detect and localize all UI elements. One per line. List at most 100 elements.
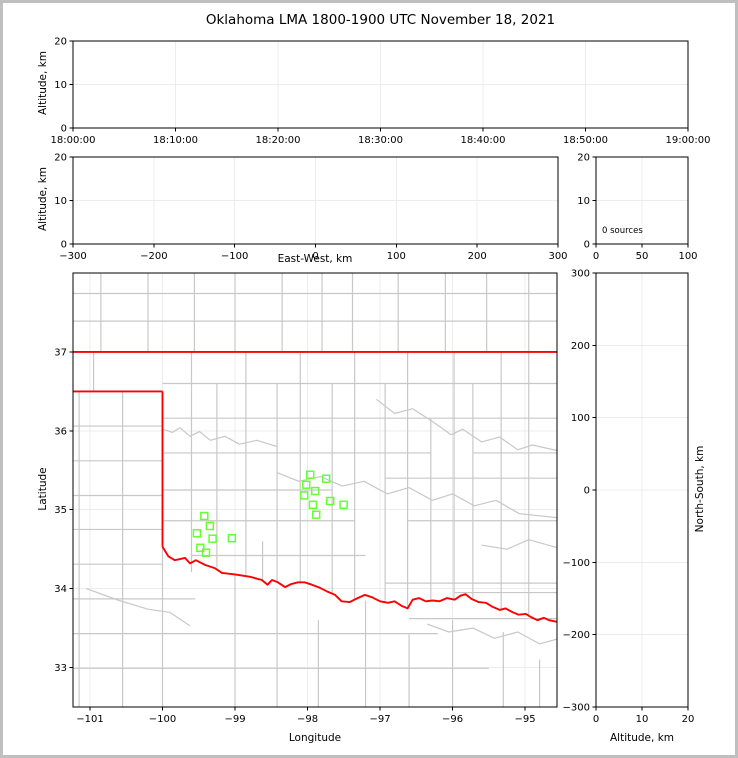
gridlines-ew_height bbox=[73, 157, 558, 244]
lma-source-marker bbox=[200, 511, 209, 521]
county-river-line bbox=[276, 472, 557, 519]
tick-label: 20 bbox=[54, 153, 67, 164]
tick-label: 100 bbox=[678, 251, 697, 262]
tick-label: 37 bbox=[54, 347, 67, 358]
tick-marks-histogram bbox=[592, 156, 689, 248]
tick-label: 200 bbox=[571, 341, 590, 352]
ew-panel-ylabel: Altitude, km bbox=[37, 167, 49, 232]
lma-source-marker bbox=[321, 474, 331, 483]
county-river-line bbox=[481, 539, 557, 550]
tick-label: 300 bbox=[548, 251, 567, 262]
lma-source-marker bbox=[201, 548, 211, 557]
tick-label: 36 bbox=[54, 426, 67, 437]
tick-label: −300 bbox=[563, 703, 590, 714]
lma-source-marker bbox=[325, 496, 335, 506]
tick-label: 34 bbox=[54, 584, 67, 595]
map-xlabel: Longitude bbox=[288, 732, 342, 744]
lma-source-marker bbox=[308, 500, 318, 510]
lma-source-marker bbox=[311, 510, 321, 519]
tick-label: 20 bbox=[577, 153, 590, 164]
tick-marks-map bbox=[69, 351, 526, 711]
lma-source-marker bbox=[205, 521, 215, 531]
figure-title: Oklahoma LMA 1800-1900 UTC November 18, … bbox=[205, 12, 556, 28]
tick-label: 0 bbox=[61, 240, 67, 251]
tick-label: 18:00:00 bbox=[51, 135, 96, 146]
tick-labels-map: −101 −100 −99 −98 −97 −96 −95 33 34 35 36 37 bbox=[54, 347, 535, 725]
lma-source-marker bbox=[299, 491, 309, 500]
map-ylabel: Latitude bbox=[37, 467, 49, 511]
tick-label: 18:20:00 bbox=[256, 135, 301, 146]
tick-labels-ew_height: −300 −200 −100 0 100 200 300 0 10 20 bbox=[54, 153, 567, 263]
county-river-line bbox=[162, 427, 278, 448]
tick-label: −100 bbox=[149, 714, 176, 725]
map-county-lines bbox=[73, 273, 557, 707]
tick-label: −98 bbox=[297, 714, 318, 725]
county-river-line bbox=[86, 588, 191, 627]
source-count-annotation: 0 sources bbox=[602, 226, 643, 236]
tick-label: 33 bbox=[54, 663, 67, 674]
tick-label: −97 bbox=[369, 714, 390, 725]
tick-label: 100 bbox=[571, 413, 590, 424]
tick-label: 18:10:00 bbox=[153, 135, 198, 146]
tick-label: 0 bbox=[593, 251, 599, 262]
state-border-line bbox=[73, 350, 557, 623]
tick-label: −100 bbox=[563, 558, 590, 569]
tick-label: 10 bbox=[636, 714, 649, 725]
red-river-border bbox=[161, 546, 557, 623]
tick-label: 50 bbox=[636, 251, 649, 262]
map-content bbox=[73, 273, 557, 707]
lma-source-marker bbox=[208, 534, 217, 543]
tick-label: 0 bbox=[312, 251, 318, 262]
tick-label: 18:50:00 bbox=[563, 135, 608, 146]
tick-label: 10 bbox=[577, 196, 590, 207]
tick-labels-time_height: 18:00:00 18:10:00 18:20:00 18:30:00 18:40:00… bbox=[51, 37, 711, 147]
tick-label: 18:40:00 bbox=[461, 135, 506, 146]
lma-source-markers bbox=[192, 470, 348, 557]
tick-labels-ns_height: 0 10 20 −300 −200 −100 0 100 200 300 bbox=[563, 269, 695, 726]
tick-label: 0 bbox=[584, 240, 590, 251]
lma-source-marker bbox=[196, 543, 205, 553]
tick-label: −100 bbox=[221, 251, 248, 262]
tick-label: −95 bbox=[515, 714, 536, 725]
tick-marks-ns_height bbox=[592, 272, 689, 711]
lma-source-marker bbox=[301, 480, 311, 489]
tick-label: 20 bbox=[682, 714, 695, 725]
gridlines-time_height bbox=[73, 41, 688, 128]
tick-label: 10 bbox=[54, 196, 67, 207]
tick-label: −200 bbox=[140, 251, 167, 262]
tick-label: 300 bbox=[571, 269, 590, 280]
tick-label: −300 bbox=[59, 251, 86, 262]
tick-label: 19:00:00 bbox=[666, 135, 711, 146]
panel-frame-map bbox=[72, 272, 558, 708]
county-river-line bbox=[376, 398, 557, 452]
tick-label: 20 bbox=[54, 37, 67, 48]
tick-label: 35 bbox=[54, 505, 67, 516]
lma-source-marker bbox=[305, 470, 315, 479]
lma-source-marker bbox=[310, 486, 320, 496]
lma-source-marker bbox=[227, 534, 237, 543]
tick-label: 18:30:00 bbox=[358, 135, 403, 146]
tick-label: 0 bbox=[584, 486, 590, 497]
lma-source-marker bbox=[339, 500, 348, 510]
tick-label: 200 bbox=[468, 251, 487, 262]
ns-panel-ylabel: North-South, km bbox=[694, 445, 706, 533]
lma-source-marker bbox=[192, 529, 202, 538]
tick-label: −200 bbox=[563, 630, 590, 641]
county-river-line bbox=[426, 623, 557, 645]
tick-labels-histogram: 0 50 100 0 10 20 bbox=[577, 153, 697, 263]
gridlines-histogram bbox=[596, 157, 688, 244]
tick-label: 0 bbox=[61, 124, 67, 135]
tick-marks-ew_height bbox=[69, 156, 559, 248]
tick-label: −99 bbox=[224, 714, 245, 725]
tick-marks-time_height bbox=[69, 40, 689, 132]
tick-label: 10 bbox=[54, 80, 67, 91]
gridlines-ns_height bbox=[596, 273, 688, 707]
ns-panel-xlabel: Altitude, km bbox=[609, 732, 674, 744]
ew-panel-xlabel: East-West, km bbox=[277, 253, 353, 265]
tick-label: 100 bbox=[387, 251, 406, 262]
tick-label: 0 bbox=[593, 714, 599, 725]
tick-label: −96 bbox=[442, 714, 463, 725]
